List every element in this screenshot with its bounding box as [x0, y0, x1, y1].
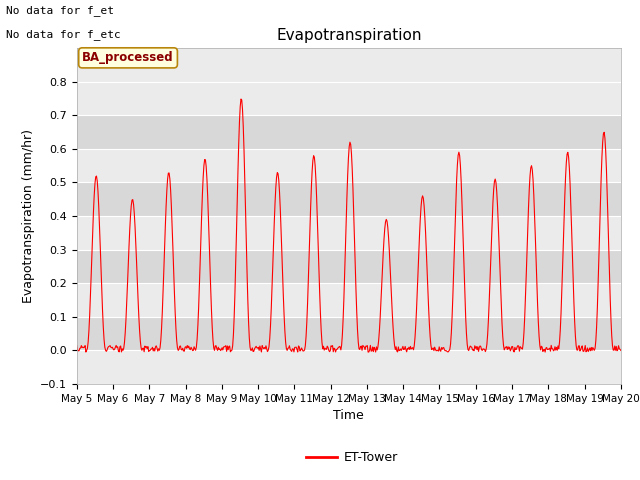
Y-axis label: Evapotranspiration (mm/hr): Evapotranspiration (mm/hr) — [22, 129, 35, 303]
Text: No data for f_etc: No data for f_etc — [6, 29, 121, 40]
Legend: ET-Tower: ET-Tower — [301, 446, 403, 469]
Bar — [77, 317, 621, 350]
X-axis label: Time: Time — [333, 409, 364, 422]
Title: Evapotranspiration: Evapotranspiration — [276, 28, 422, 43]
Bar — [77, 250, 621, 283]
Bar — [77, 115, 621, 149]
Text: BA_processed: BA_processed — [82, 51, 174, 64]
Text: No data for f_et: No data for f_et — [6, 5, 115, 16]
Bar — [77, 182, 621, 216]
